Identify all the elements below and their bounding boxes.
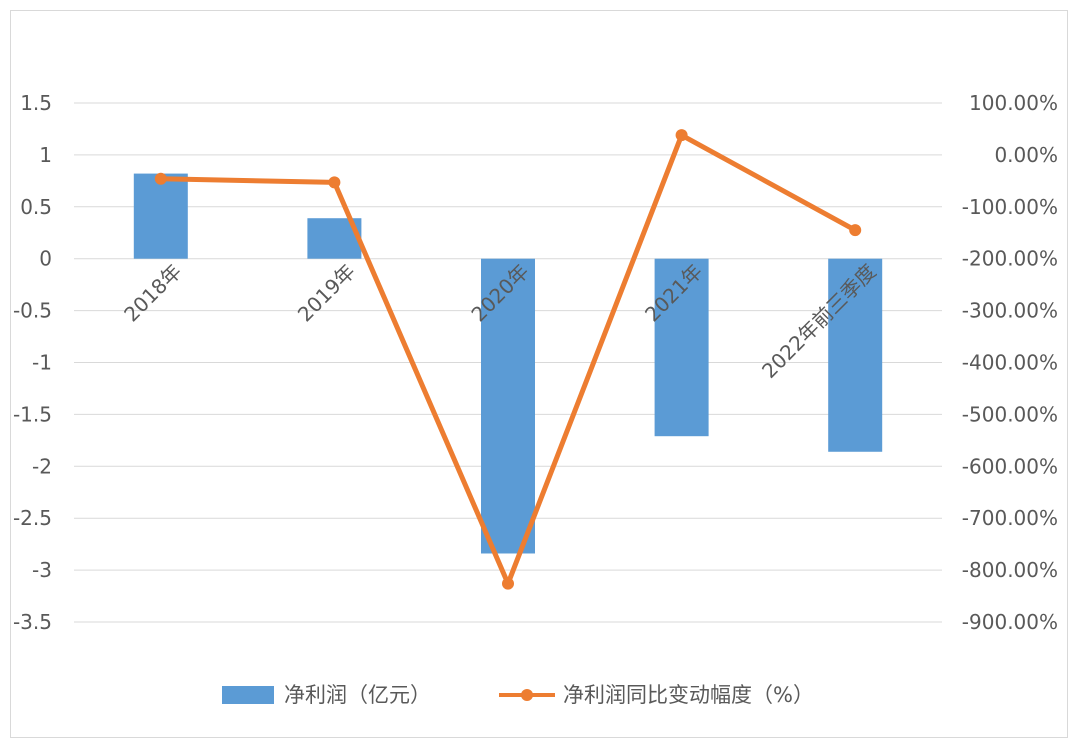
line-point (328, 176, 341, 189)
right-tick-label: -500.00% (962, 402, 1058, 426)
line-point (849, 224, 862, 237)
bar (133, 173, 188, 259)
left-tick-label: -3.5 (13, 610, 52, 634)
right-tick-label: -800.00% (962, 558, 1058, 582)
right-tick-label: -600.00% (962, 454, 1058, 478)
right-tick-label: 0.00% (994, 143, 1058, 167)
bar (654, 258, 709, 437)
left-tick-label: 0.5 (20, 195, 52, 219)
legend-bar-label: 净利润（亿元） (284, 683, 431, 707)
bar-series (133, 173, 883, 554)
left-tick-label: 1.5 (20, 91, 52, 115)
left-tick-label: -2 (32, 454, 52, 478)
line-point (154, 172, 167, 185)
bar (828, 258, 883, 452)
legend-bar-swatch (222, 686, 274, 704)
left-tick-label: 0 (39, 247, 52, 271)
left-tick-label: -1.5 (13, 402, 52, 426)
chart-frame (10, 10, 1068, 738)
line-point (502, 577, 514, 590)
legend-line-marker (521, 689, 533, 701)
right-tick-label: -200.00% (962, 247, 1058, 271)
left-tick-label: -2.5 (13, 506, 52, 530)
right-tick-label: -900.00% (962, 610, 1058, 634)
legend-line-label: 净利润同比变动幅度（%） (563, 683, 814, 707)
line-point (675, 129, 688, 142)
left-tick-label: -1 (32, 351, 52, 375)
line-series (154, 129, 862, 590)
right-tick-label: -300.00% (962, 299, 1058, 323)
right-tick-label: -400.00% (962, 351, 1058, 375)
bar (481, 258, 535, 554)
category-label: 2019年 (293, 259, 360, 326)
left-tick-label: 1 (39, 143, 52, 167)
left-axis: 1.5 1 0.5 0 -0.5 -1 -1.5 -2 -2.5 -3 -3.5 (13, 91, 52, 634)
right-tick-label: 100.00% (969, 91, 1058, 115)
right-tick-label: -700.00% (962, 506, 1058, 530)
left-tick-label: -3 (32, 558, 52, 582)
legend: 净利润（亿元） 净利润同比变动幅度（%） (222, 683, 814, 707)
right-tick-label: -100.00% (962, 195, 1058, 219)
right-axis: 100.00% 0.00% -100.00% -200.00% -300.00% -400… (962, 91, 1058, 634)
left-tick-label: -0.5 (13, 299, 52, 323)
category-label: 2018年 (119, 259, 186, 326)
